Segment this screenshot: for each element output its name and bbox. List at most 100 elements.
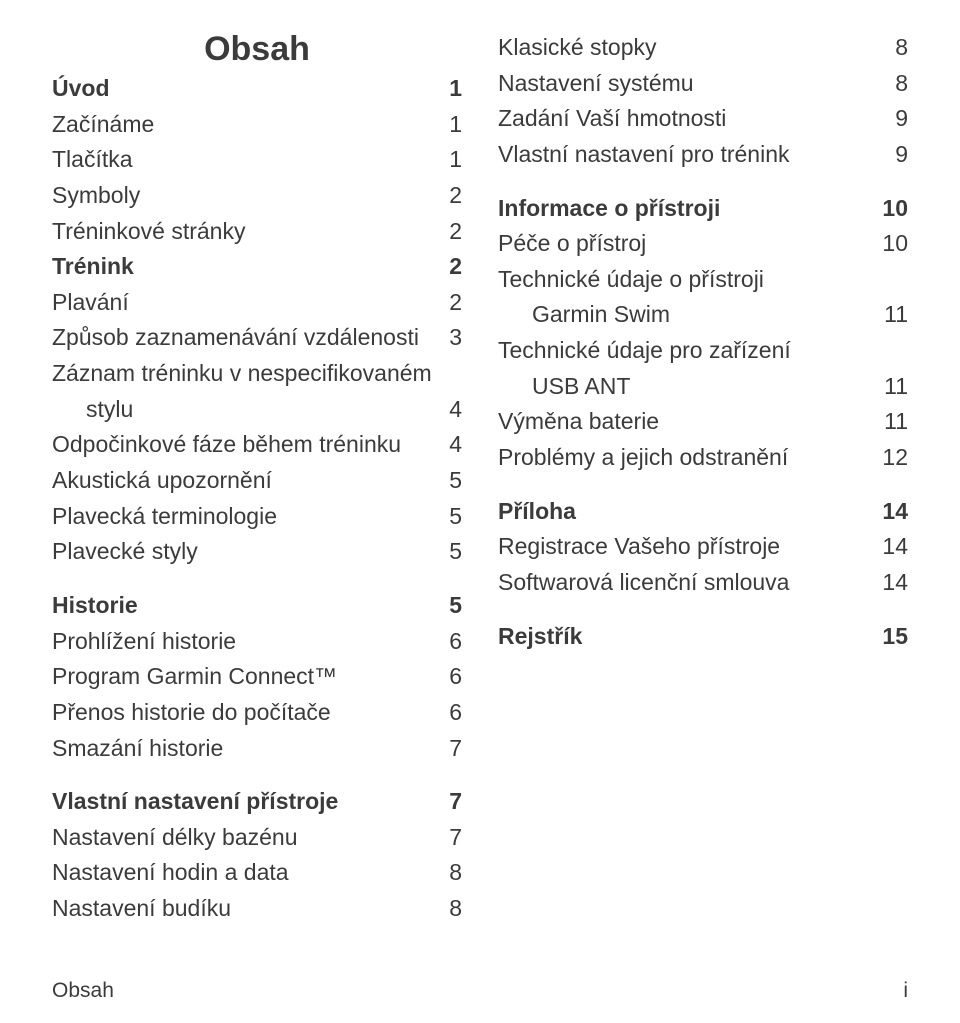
toc-entry: Nastavení budíku 8: [52, 891, 462, 927]
toc-label: Softwarová licenční smlouva: [498, 565, 789, 601]
toc-label: Historie: [52, 588, 138, 624]
toc-label: Prohlížení historie: [52, 624, 236, 660]
toc-label: Začínáme: [52, 107, 154, 143]
toc-page: 14: [882, 494, 908, 530]
toc-page: 8: [449, 855, 462, 891]
footer-left: Obsah: [52, 979, 114, 1003]
toc-label: Nastavení délky bazénu: [52, 820, 298, 856]
toc-page: 11: [884, 404, 908, 440]
toc-entry: Úvod 1: [52, 71, 462, 107]
toc-entry: stylu 4: [52, 392, 462, 428]
toc-label: USB ANT: [498, 369, 630, 405]
toc-entry: Trénink 2: [52, 249, 462, 285]
page-title: Obsah: [52, 30, 462, 69]
toc-page: 5: [449, 463, 462, 499]
toc-label: Akustická upozornění: [52, 463, 272, 499]
toc-entry: Klasické stopky 8: [498, 30, 908, 66]
toc-entry: Softwarová licenční smlouva 14: [498, 565, 908, 601]
toc-page: 10: [882, 226, 908, 262]
toc-page: 6: [449, 624, 462, 660]
toc-entry: Zadání Vaší hmotnosti9: [498, 101, 908, 137]
toc-label: Plavecké styly: [52, 534, 198, 570]
toc-page: 6: [449, 695, 462, 731]
toc-label: Trénink: [52, 249, 134, 285]
toc-label: Informace o přístroji: [498, 191, 720, 227]
toc-entry: Technické údaje o přístroji: [498, 262, 908, 298]
toc-label: Symboly: [52, 178, 140, 214]
toc-list-right: Klasické stopky 8Nastavení systému 8 Zadání…: [498, 30, 908, 654]
toc-entry: Vlastní nastavení přístroje7: [52, 784, 462, 820]
toc-entry: Registrace Vašeho přístroje 14: [498, 529, 908, 565]
toc-page: 11: [884, 297, 908, 333]
toc-page: 2: [449, 285, 462, 321]
toc-label: Přenos historie do počítače: [52, 695, 331, 731]
toc-page: 8: [449, 891, 462, 927]
toc-label: Způsob zaznamenávání vzdálenosti: [52, 320, 419, 356]
toc-entry: Rejstřík 15: [498, 619, 908, 655]
toc-page: 9: [895, 101, 908, 137]
toc-entry: Plavecké styly 5: [52, 534, 462, 570]
toc-label: Program Garmin Connect™: [52, 659, 337, 695]
toc-page: 12: [882, 440, 908, 476]
toc-entry: Tréninkové stránky2: [52, 214, 462, 250]
toc-entry: Akustická upozornění 5: [52, 463, 462, 499]
toc-label: stylu: [52, 392, 133, 428]
toc-entry: Nastavení délky bazénu7: [52, 820, 462, 856]
toc-label: Výměna baterie: [498, 404, 659, 440]
toc-label: Rejstřík: [498, 619, 582, 655]
toc-label: Tréninkové stránky: [52, 214, 245, 250]
toc-entry: Plavecká terminologie5: [52, 499, 462, 535]
toc-entry: Problémy a jejich odstranění 12: [498, 440, 908, 476]
toc-page: 8: [895, 30, 908, 66]
toc-page: 2: [449, 178, 462, 214]
toc-columns: Obsah Úvod1Začínáme1Tlačítka1Symboly2Tré…: [52, 30, 908, 953]
toc-label: Nastavení systému: [498, 66, 694, 102]
toc-page: 14: [882, 565, 908, 601]
toc-label: Nastavení budíku: [52, 891, 231, 927]
toc-entry: Tlačítka 1: [52, 142, 462, 178]
toc-label: Registrace Vašeho přístroje: [498, 529, 780, 565]
toc-page: 3: [449, 320, 462, 356]
toc-label: Péče o přístroj: [498, 226, 646, 262]
toc-entry: Plavání2: [52, 285, 462, 321]
toc-entry: Technické údaje pro zařízení: [498, 333, 908, 369]
toc-page: 5: [449, 499, 462, 535]
toc-label: Smazání historie: [52, 731, 223, 767]
toc-entry: Odpočinkové fáze během tréninku 4: [52, 427, 462, 463]
toc-entry: Symboly 2: [52, 178, 462, 214]
toc-page: 1: [449, 142, 462, 178]
toc-label: Garmin Swim: [498, 297, 670, 333]
toc-label: Vlastní nastavení přístroje: [52, 784, 338, 820]
toc-entry: Vlastní nastavení pro trénink9: [498, 137, 908, 173]
toc-page: 14: [882, 529, 908, 565]
toc-page: 7: [449, 731, 462, 767]
toc-page: 15: [882, 619, 908, 655]
toc-entry: Záznam tréninku v nespecifikovaném: [52, 356, 462, 392]
toc-page: 5: [449, 534, 462, 570]
toc-label: Tlačítka: [52, 142, 133, 178]
toc-page: 5: [449, 588, 462, 624]
toc-entry: Příloha14: [498, 494, 908, 530]
toc-label: Odpočinkové fáze během tréninku: [52, 427, 401, 463]
footer: Obsah i: [52, 973, 908, 1003]
toc-entry: Přenos historie do počítače 6: [52, 695, 462, 731]
toc-label: Úvod: [52, 71, 110, 107]
toc-page: 1: [449, 71, 462, 107]
toc-label: Problémy a jejich odstranění: [498, 440, 788, 476]
footer-right: i: [903, 979, 908, 1003]
toc-page: 6: [449, 659, 462, 695]
left-column: Obsah Úvod1Začínáme1Tlačítka1Symboly2Tré…: [52, 30, 462, 953]
toc-page: 1: [449, 107, 462, 143]
toc-entry: Smazání historie 7: [52, 731, 462, 767]
toc-list-left: Úvod1Začínáme1Tlačítka1Symboly2Tréninkov…: [52, 71, 462, 927]
toc-page: 4: [449, 427, 462, 463]
toc-label: Klasické stopky: [498, 30, 657, 66]
right-column: Klasické stopky 8Nastavení systému 8 Zadání…: [498, 30, 908, 953]
toc-page: 4: [449, 392, 462, 428]
toc-page: 2: [449, 249, 462, 285]
toc-entry: Způsob zaznamenávání vzdálenosti 3: [52, 320, 462, 356]
toc-entry: Nastavení hodin a data8: [52, 855, 462, 891]
toc-page: 9: [895, 137, 908, 173]
toc-entry: Výměna baterie 11: [498, 404, 908, 440]
toc-page: 10: [882, 191, 908, 227]
